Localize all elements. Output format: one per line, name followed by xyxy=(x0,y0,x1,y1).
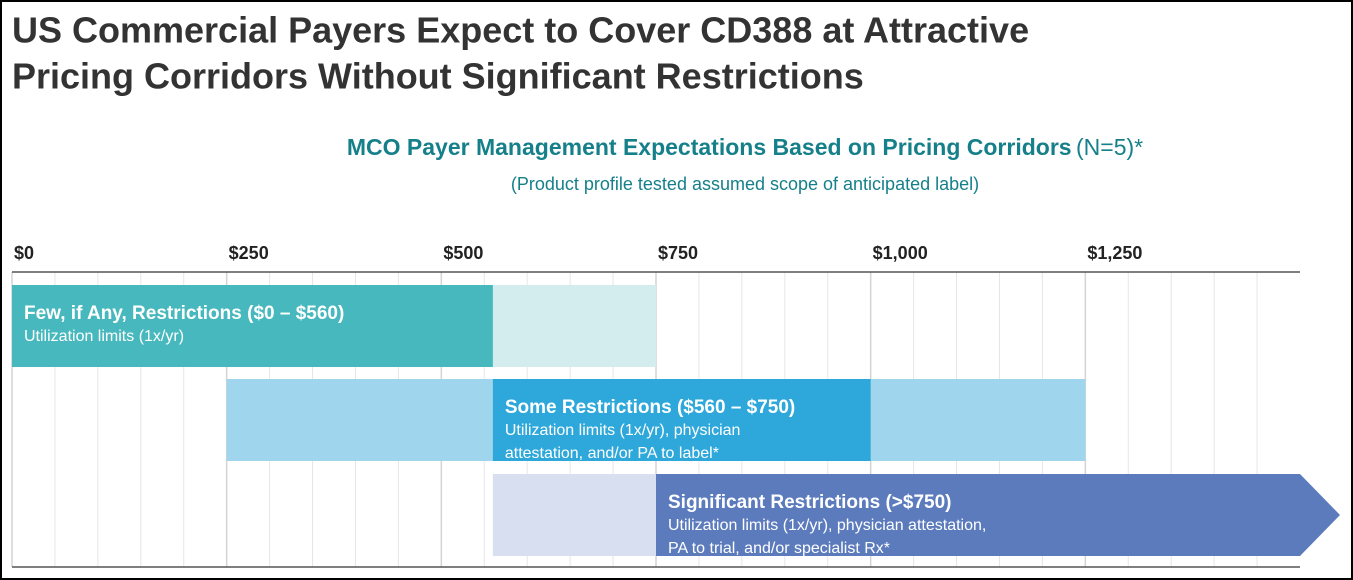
range-extended xyxy=(492,474,656,556)
bar-description: Utilization limits (1x/yr), physician at… xyxy=(668,517,986,534)
subtitle-group: MCO Payer Management Expectations Based … xyxy=(347,134,1143,160)
x-tick-label: $250 xyxy=(229,243,269,263)
range-bar xyxy=(656,474,1340,556)
subtitle: MCO Payer Management Expectations Based … xyxy=(347,134,1072,160)
chart-title: US Commercial Payers Expect to Cover CD3… xyxy=(12,10,1029,51)
x-tick-label: $1,250 xyxy=(1087,243,1142,263)
x-tick-label: $0 xyxy=(14,243,34,263)
chart-title: Pricing Corridors Without Significant Re… xyxy=(12,56,864,97)
subtitle-n: (N=5)* xyxy=(1076,134,1143,160)
note: (Product profile tested assumed scope of… xyxy=(511,174,979,194)
bar-description: Utilization limits (1x/yr), physician xyxy=(505,422,741,439)
bar-description: attestation, and/or PA to label* xyxy=(505,445,719,462)
x-tick-label: $750 xyxy=(658,243,698,263)
bar-name: Few, if Any, Restrictions ($0 – $560) xyxy=(24,303,344,324)
bar-name: Significant Restrictions (>$750) xyxy=(668,492,952,513)
bar-description: PA to trial, and/or specialist Rx* xyxy=(668,540,890,557)
bar-description: Utilization limits (1x/yr) xyxy=(24,328,184,345)
x-tick-label: $500 xyxy=(443,243,483,263)
range-bar xyxy=(492,379,871,461)
x-tick-label: $1,000 xyxy=(873,243,928,263)
range-bar xyxy=(12,285,493,367)
bar-name: Some Restrictions ($560 – $750) xyxy=(505,397,795,418)
